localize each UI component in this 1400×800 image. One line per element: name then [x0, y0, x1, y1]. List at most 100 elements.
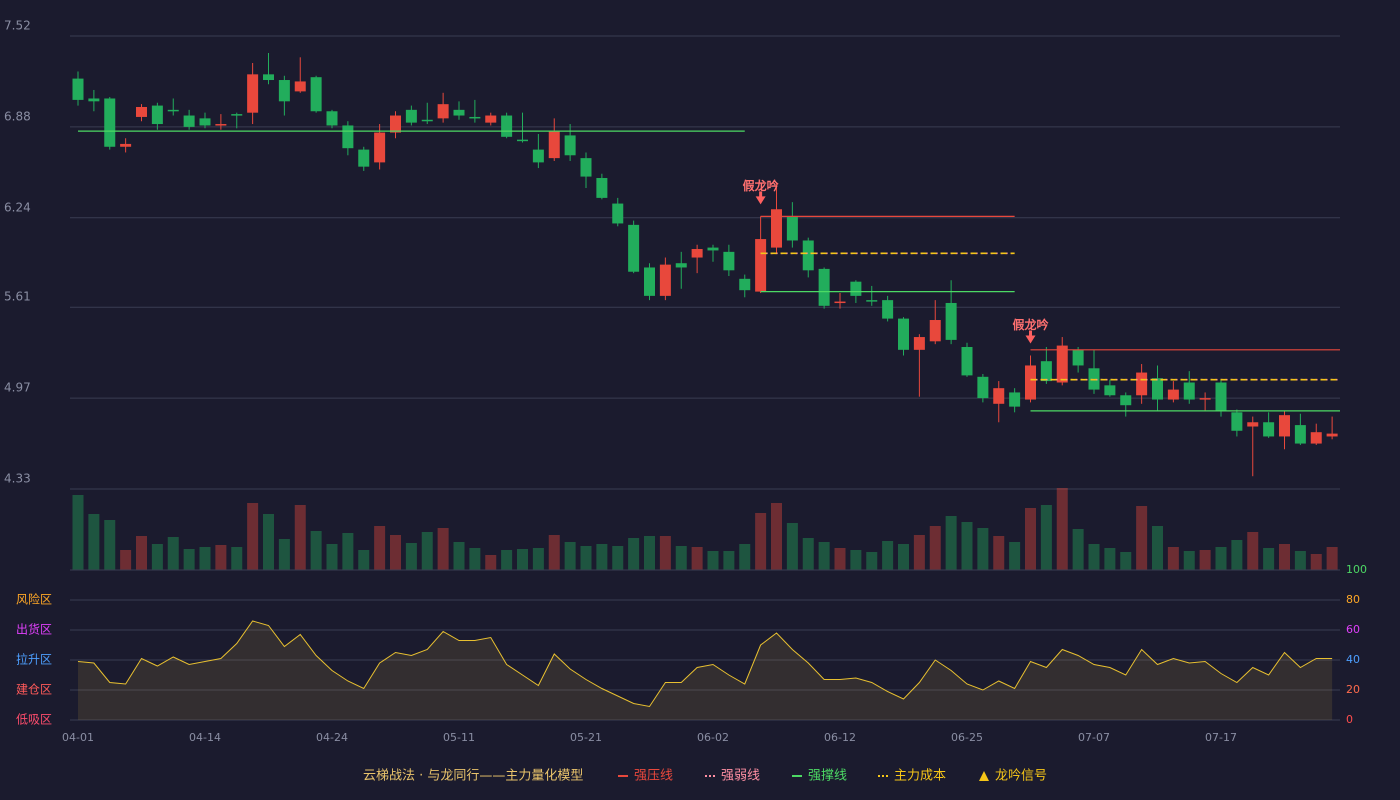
- candle-body: [945, 302, 957, 340]
- candle-body: [1056, 345, 1068, 383]
- volume-bar: [818, 542, 830, 570]
- candle-body: [310, 77, 322, 112]
- candle-body: [977, 376, 989, 399]
- candle-body: [1279, 415, 1290, 437]
- candle-body: [215, 124, 227, 126]
- zone-label: 建仓区: [16, 683, 52, 697]
- volume-bar: [612, 546, 624, 570]
- legend-label: 龙吟信号: [995, 768, 1047, 784]
- candle-body: [326, 111, 338, 126]
- volume-bar: [136, 536, 147, 570]
- candle-body: [834, 301, 846, 304]
- y-tick-label: 6.24: [4, 200, 31, 214]
- candle-body: [1247, 422, 1259, 427]
- candle-body: [548, 131, 560, 159]
- volume-bar: [898, 544, 909, 570]
- candle-body: [247, 74, 259, 113]
- candle-body: [167, 109, 179, 112]
- volume-bar: [104, 520, 116, 570]
- volume-bar: [1167, 547, 1179, 570]
- volume-bar: [977, 528, 989, 570]
- volume-bar: [659, 536, 671, 570]
- candle-body: [1310, 432, 1322, 444]
- volume-bar: [548, 535, 560, 570]
- volume-bar: [802, 538, 814, 570]
- y-tick-label: 4.33: [4, 472, 31, 486]
- candle-body: [405, 109, 417, 123]
- x-tick-label: 04-01: [62, 731, 94, 744]
- candle-body: [390, 115, 401, 133]
- volume-bar: [691, 547, 703, 570]
- candle-body: [580, 158, 592, 177]
- volume-bar: [1152, 526, 1163, 570]
- volume-bar: [326, 544, 338, 570]
- zone-label: 拉升区: [16, 652, 52, 667]
- volume-bar: [1136, 506, 1148, 570]
- candle-body: [358, 149, 370, 167]
- legend-label: 主力成本: [894, 769, 946, 784]
- candle-body: [88, 98, 100, 102]
- volume-bar: [374, 526, 386, 570]
- y2-tick-label: 80: [1346, 593, 1360, 606]
- candle-body: [183, 115, 195, 127]
- candle-body: [1152, 378, 1163, 400]
- volume-bar: [88, 514, 100, 570]
- candle-body: [517, 139, 528, 142]
- candle-body: [1167, 389, 1179, 400]
- volume-bar: [532, 548, 544, 570]
- volume-bar: [215, 545, 227, 570]
- volume-bar: [167, 537, 179, 570]
- y-tick-label: 7.52: [4, 19, 31, 33]
- candle-body: [120, 143, 132, 147]
- volume-bar: [723, 551, 735, 570]
- candle-body: [1215, 382, 1227, 411]
- volume-bar: [834, 548, 846, 570]
- volume-bar: [1072, 529, 1084, 570]
- volume-bar: [707, 551, 719, 570]
- candle-body: [294, 81, 306, 92]
- volume-bar: [564, 542, 576, 570]
- signal-arrow: [755, 191, 766, 205]
- candle-body: [993, 388, 1005, 404]
- volume-bar: [469, 548, 481, 570]
- candle-body: [866, 300, 878, 302]
- volume-bar: [358, 550, 370, 570]
- volume-bar: [1231, 540, 1243, 570]
- x-tick-label: 04-24: [316, 731, 348, 744]
- legend-label: 强压线: [634, 769, 673, 784]
- volume-bar: [786, 523, 798, 570]
- x-tick-label: 05-21: [570, 731, 602, 744]
- candle-body: [437, 104, 449, 119]
- volume-bar: [453, 542, 465, 570]
- volume-bar: [421, 532, 433, 570]
- area-fill: [78, 621, 1333, 720]
- candle-body: [263, 74, 274, 81]
- candle-body: [1120, 395, 1132, 406]
- candle-body: [469, 116, 481, 119]
- candle-body: [1294, 425, 1306, 444]
- candle-body: [691, 249, 703, 258]
- y-tick-label: 4.97: [4, 381, 31, 395]
- candle-body: [1326, 433, 1338, 437]
- x-tick-label: 04-14: [189, 731, 221, 744]
- x-tick-label: 06-12: [824, 731, 856, 744]
- signal-label: 假龙吟: [743, 178, 779, 193]
- candle-body: [659, 264, 671, 296]
- volume-bar: [929, 526, 941, 570]
- candle-body: [1263, 422, 1275, 437]
- volume-bar: [1009, 542, 1021, 570]
- volume-bar: [1120, 552, 1132, 570]
- volume-bar: [675, 546, 687, 570]
- volume-bar: [596, 544, 608, 570]
- volume-bar: [183, 549, 195, 570]
- candle-body: [1199, 398, 1211, 400]
- volume-bar: [278, 539, 290, 570]
- volume-bar: [1104, 548, 1116, 570]
- candle-body: [818, 268, 830, 306]
- volume-bar: [1247, 532, 1259, 570]
- volume-bar: [1294, 551, 1306, 570]
- candle-body: [850, 281, 862, 296]
- candle-body: [564, 135, 576, 156]
- volume-bar: [1310, 554, 1322, 570]
- x-tick-label: 07-07: [1078, 731, 1110, 744]
